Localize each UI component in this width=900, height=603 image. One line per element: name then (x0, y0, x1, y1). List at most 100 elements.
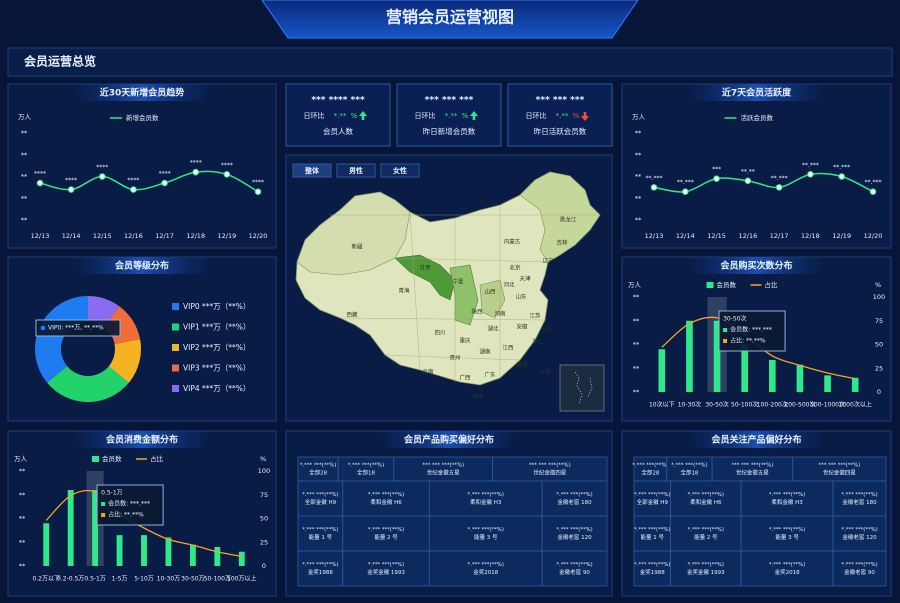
y2-tick-label: 25 (875, 364, 883, 372)
treemap-value: *.*** ***(**%) (841, 492, 877, 498)
treemap-cell (541, 515, 608, 552)
pie-segment (47, 366, 129, 403)
treemap-value: *.*** ***(**%) (556, 562, 592, 568)
data-label: **.*** (865, 179, 882, 186)
treemap-value: *.*** ***(**%) (468, 492, 504, 498)
map-region (519, 171, 601, 263)
legend-label: 会员数 (717, 280, 737, 289)
data-point (807, 171, 814, 178)
treemap-name: 金徽老窖 90 (844, 568, 875, 576)
y2-tick-label: 25 (260, 538, 268, 546)
map-tab[interactable] (292, 163, 332, 178)
panel (621, 83, 892, 249)
kpi-arrow (581, 112, 589, 121)
y-tick-label: ** (21, 129, 28, 137)
map-tab-label[interactable]: 男性 (349, 166, 363, 175)
map-tab-label[interactable]: 女性 (393, 166, 407, 175)
treemap-name: 柔和金徽 H6 (370, 498, 402, 506)
tooltip-swatch (101, 502, 106, 506)
treemap-cell (297, 515, 344, 552)
map-tab-label[interactable]: 整体 (304, 166, 320, 175)
kpi-change: *.** (334, 112, 347, 120)
pie-segment (108, 339, 142, 383)
treemap-value: *.*** ***(**%) (302, 562, 338, 568)
data-label: **.*** (646, 175, 663, 182)
treemap-value: *.*** ***(**%) (368, 527, 404, 533)
panel-title: 会员关注产品偏好分布 (711, 434, 801, 446)
y2-tick-label: 100 (258, 467, 270, 475)
bar (141, 535, 147, 566)
legend-label: VIP2 ***万（**%） (183, 343, 250, 352)
treemap-cell (832, 550, 887, 587)
legend-label: 新增会员数 (126, 113, 159, 122)
x-tick-label: 10次以下 (649, 401, 675, 409)
x-tick-label: 200-500次 (784, 401, 815, 409)
page-title: 营销会员运营视图 (386, 8, 514, 27)
bar (686, 320, 693, 392)
tooltip (35, 319, 121, 337)
data-label: **.** (741, 168, 755, 175)
treemap-cell (666, 456, 713, 482)
treemap-name: 世纪金徽四星 (533, 469, 567, 477)
map-border (384, 354, 521, 361)
treemap-name: 全部28 (309, 469, 327, 477)
legend-swatch (172, 344, 179, 351)
legend-label: 会员数 (102, 454, 122, 463)
tooltip-line: 占比: **.**% (730, 337, 766, 345)
y-tick-label: ** (21, 216, 28, 224)
treemap-value: *.*** ***(**%) (556, 492, 592, 498)
treemap-value: *.*** ***(**%) (368, 492, 404, 498)
tooltip-text: VIP0: ***万, **.**% (48, 325, 104, 332)
treemap-cell (792, 456, 887, 482)
treemap-name: 全部18 (680, 469, 698, 477)
y2-axis-unit: % (260, 455, 266, 463)
data-point (98, 173, 106, 180)
section-bar (7, 47, 893, 77)
treemap-name: 柔和金徽 H3 (771, 498, 803, 506)
kpi-change-label: 日环比 (415, 111, 436, 120)
pie-segment (88, 296, 120, 328)
data-label: **** (221, 162, 233, 169)
province-label: 宁夏 (452, 278, 464, 286)
treemap-value: *.*** ***(**%) (468, 527, 504, 533)
data-point (744, 177, 752, 185)
treemap-cell (428, 515, 543, 552)
map-tab[interactable] (336, 163, 376, 178)
y2-tick-label: 50 (875, 341, 883, 349)
treemap-name: 金奖1988 (308, 568, 333, 576)
x-tick-label: 30-50万 (181, 576, 204, 583)
tooltip-swatch (41, 326, 45, 330)
treemap-value: *.*** ***(**%) (688, 492, 724, 498)
x-tick-label: 1000次以上 (839, 401, 872, 409)
x-tick-label: 12/19 (217, 232, 236, 240)
x-tick-label: 0.5-1万 (84, 576, 106, 583)
x-tick-label: 12/17 (770, 232, 789, 240)
treemap-name: 金徽老窖 180 (842, 498, 877, 506)
province-label: 青海 (398, 287, 410, 295)
province-label: 浙江 (532, 338, 544, 346)
treemap-name: 金奖金徽 1993 (367, 568, 405, 576)
map-tab[interactable] (380, 163, 420, 178)
y-tick-label: ** (633, 364, 640, 372)
x-tick-label: 12/13 (645, 232, 664, 240)
panel-title: 会员产品购买偏好分布 (404, 434, 494, 446)
province-label: 甘肃 (419, 264, 431, 272)
data-label: *** (712, 166, 721, 173)
x-tick-label: 50-100万 (204, 576, 231, 583)
y-axis-unit: 万人 (628, 281, 642, 289)
province-label: 贵州 (449, 354, 460, 362)
treemap-name: 全部18 (357, 469, 375, 477)
treemap-name: 金奖2018 (775, 568, 800, 576)
legend-swatch (172, 303, 179, 310)
province-label: 四川 (434, 330, 445, 337)
x-tick-label: 500-1000次 (810, 401, 845, 409)
x-tick-label: 12/19 (832, 232, 851, 240)
data-label: **** (159, 171, 171, 178)
treemap-name: 世纪金徽五星 (427, 469, 461, 477)
data-label: **** (127, 177, 139, 184)
treemap-value: *.*** ***(**%) (468, 562, 504, 568)
y-tick-label: ** (635, 194, 642, 202)
legend-label: VIP0 ***万（**%） (183, 302, 250, 311)
map-inset-islands (574, 371, 593, 405)
